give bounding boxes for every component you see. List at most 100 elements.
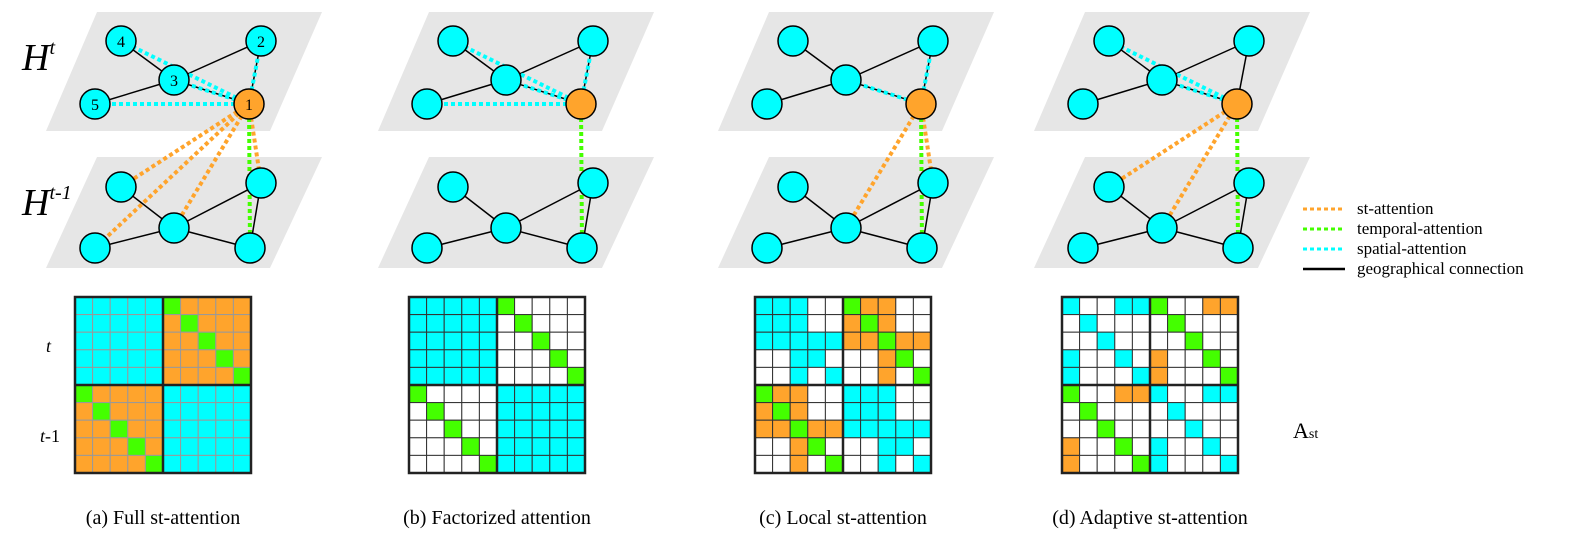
- matrix-cell: [127, 331, 146, 351]
- matrix-cell: [180, 349, 199, 368]
- matrix-cell: [180, 384, 199, 404]
- node-1: [905, 88, 937, 120]
- matrix-cell: [789, 349, 809, 368]
- matrix-cell: [1219, 402, 1239, 421]
- matrix-cell: [807, 366, 826, 386]
- matrix-cell: [144, 402, 164, 421]
- matrix-cell: [232, 314, 252, 333]
- matrix-cell: [824, 454, 844, 474]
- matrix-cell: [1219, 349, 1239, 368]
- matrix-cell: [127, 296, 146, 316]
- matrix-cell: [842, 314, 862, 333]
- matrix-cell: [1149, 437, 1169, 456]
- matrix-cell: [789, 314, 809, 333]
- matrix-cell: [1219, 419, 1239, 439]
- matrix-cell: [443, 437, 463, 456]
- matrix-cell: [1131, 402, 1151, 421]
- matrix-cell: [496, 296, 516, 316]
- matrix-cell: [215, 349, 234, 368]
- matrix-cell: [1079, 402, 1098, 421]
- node-prev-b: [577, 167, 609, 199]
- matrix-cell: [215, 296, 234, 316]
- geographical-edge: [173, 182, 262, 229]
- matrix-cell: [74, 331, 94, 351]
- node-2: [577, 25, 609, 57]
- matrix-cell: [127, 349, 146, 368]
- matrix-cell: [877, 437, 897, 456]
- matrix-cell: [1131, 366, 1151, 386]
- matrix-cell: [1219, 296, 1239, 316]
- matrix-cell: [807, 402, 826, 421]
- matrix-cell: [531, 402, 551, 421]
- matrix-cell: [860, 384, 879, 404]
- matrix-cell: [514, 349, 533, 368]
- matrix-cell: [772, 296, 791, 316]
- node-2: [917, 25, 949, 57]
- matrix-cell: [162, 331, 182, 351]
- matrix-cell: [496, 366, 516, 386]
- matrix-cell: [1202, 331, 1221, 351]
- matrix-cell: [215, 437, 234, 456]
- st-attention-edge: [1160, 102, 1239, 230]
- matrix-cell: [197, 437, 217, 456]
- matrix-cell: [92, 454, 111, 474]
- matrix-cell: [772, 384, 791, 404]
- node-prev-b: [1233, 167, 1265, 199]
- node-3: [490, 64, 522, 96]
- matrix-cell: [215, 331, 234, 351]
- node-prev-c: [490, 212, 522, 244]
- matrix-cell: [895, 296, 914, 316]
- matrix-cell: [109, 314, 129, 333]
- matrix-cell: [232, 454, 252, 474]
- node-3: [830, 64, 862, 96]
- matrix-cell: [877, 331, 897, 351]
- matrix-cell: [824, 331, 844, 351]
- matrix-cell: [566, 419, 586, 439]
- matrix-cell: [912, 454, 932, 474]
- matrix-cell: [74, 296, 94, 316]
- matrix-cell: [1184, 349, 1204, 368]
- matrix-cell: [1131, 384, 1151, 404]
- matrix-cell: [912, 314, 932, 333]
- matrix-cell: [478, 402, 498, 421]
- matrix-cell: [549, 366, 568, 386]
- matrix-cell: [1061, 314, 1081, 333]
- matrix-cell: [566, 437, 586, 456]
- node-5: [1067, 88, 1099, 120]
- matrix-cell: [426, 437, 445, 456]
- matrix-cell: [549, 437, 568, 456]
- node-prev-b: [245, 167, 277, 199]
- matrix-cell: [127, 419, 146, 439]
- matrix-cell: [772, 331, 791, 351]
- matrix-cell: [197, 366, 217, 386]
- matrix-cell: [109, 331, 129, 351]
- matrix-cell: [566, 402, 586, 421]
- matrix-cell: [531, 314, 551, 333]
- st-attention-edge: [172, 102, 251, 230]
- matrix-cell: [1202, 366, 1221, 386]
- matrix-cell: [74, 437, 94, 456]
- matrix-cell: [912, 349, 932, 368]
- matrix-cell: [549, 402, 568, 421]
- matrix-cell: [549, 296, 568, 316]
- matrix-cell: [895, 454, 914, 474]
- node-prev-a: [105, 171, 137, 203]
- matrix-cell: [162, 419, 182, 439]
- matrix-cell: [772, 437, 791, 456]
- matrix-cell: [180, 331, 199, 351]
- matrix-cell: [197, 402, 217, 421]
- matrix-cell: [1202, 437, 1221, 456]
- matrix-cell: [461, 454, 480, 474]
- matrix-cell: [531, 454, 551, 474]
- node-2: [245, 25, 277, 57]
- matrix-cell: [566, 349, 586, 368]
- matrix-cell: [461, 366, 480, 386]
- matrix-cell: [549, 349, 568, 368]
- matrix-cell: [408, 366, 428, 386]
- geographical-edge: [173, 40, 262, 81]
- matrix-cell: [1167, 419, 1186, 439]
- panel-caption: (a) Full st-attention: [86, 507, 240, 529]
- matrix-cell: [1149, 402, 1169, 421]
- matrix-cell: [1167, 349, 1186, 368]
- matrix-cell: [215, 314, 234, 333]
